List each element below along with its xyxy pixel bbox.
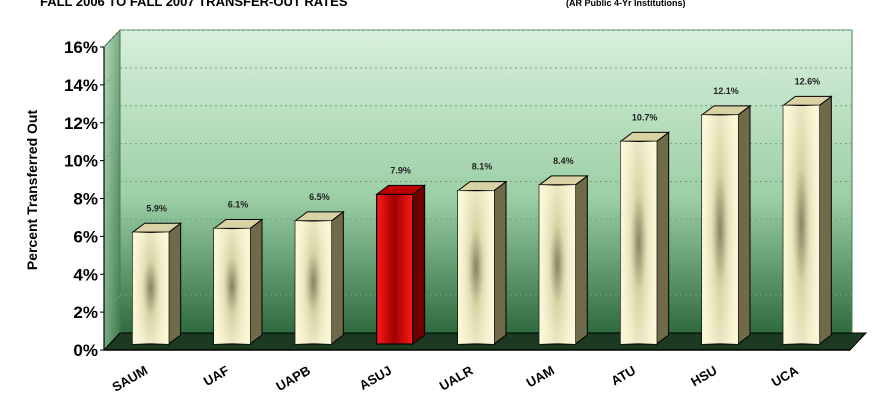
data-labels: 5.9% 6.1% 6.5% 7.9% 8.1% 8.4% 10.7% 12.1% 12.6% (146, 76, 820, 213)
gridline-side-16 (103, 29, 121, 48)
bar-side-face (574, 174, 588, 345)
data-label-ualr: 8.1% (472, 162, 493, 172)
data-label-asuj: 7.9% (390, 165, 411, 175)
y-tick-label: 8% (73, 190, 98, 209)
x-category-label-saum: SAUM (110, 363, 151, 395)
y-axis-label: Percent Transferred Out (24, 110, 40, 271)
bar-side-face (412, 184, 426, 345)
bar-side-face (330, 210, 344, 345)
gridline-side-12 (103, 105, 121, 124)
y-tick-label: 12% (64, 114, 98, 133)
bar-saum (131, 222, 183, 345)
x-category-label-atu: ATU (608, 363, 638, 389)
gridline-side-8 (103, 181, 121, 199)
bar-front-face (376, 193, 414, 345)
chart-subtitle-text: (AR Public 4-Yr Institutions) (566, 0, 686, 8)
data-label-uca: 12.6% (795, 76, 821, 86)
x-axis-category-labels: SAUM UAF UAPB ASUJ UALR UAM ATU HSU UCA (110, 362, 802, 394)
y-tick-label: 10% (64, 152, 98, 171)
bar-side-face (818, 95, 832, 345)
gridline-side-4 (103, 256, 121, 275)
y-tick-label: 16% (64, 38, 98, 57)
bar-uaf (212, 218, 264, 345)
bar-uca (781, 95, 833, 345)
y-tick-label: 2% (73, 303, 98, 322)
x-category-label-hsu: HSU (688, 363, 719, 390)
bar-front-highlight (458, 190, 494, 344)
bar-front-highlight (132, 232, 169, 344)
data-label-uapb: 6.5% (309, 192, 330, 202)
gridline-side-10 (103, 143, 121, 161)
bar-front-highlight (539, 184, 576, 344)
y-tick-label: 14% (64, 76, 98, 95)
y-tick-label: 6% (73, 227, 98, 246)
y-tick-label: 0% (73, 341, 98, 360)
bar-front-highlight (702, 114, 738, 344)
data-label-hsu: 12.1% (713, 86, 739, 96)
bar-front-highlight (295, 220, 332, 344)
bar-uam (537, 174, 589, 345)
gridline-side-6 (103, 219, 121, 237)
bar-atu (619, 131, 671, 345)
data-label-uam: 8.4% (553, 156, 574, 166)
data-label-atu: 10.7% (632, 112, 658, 122)
bar-hsu (700, 104, 752, 345)
bar-side-face (493, 180, 507, 345)
x-category-label-ualr: UALR (437, 362, 476, 393)
x-category-label-uca: UCA (769, 362, 801, 389)
bar-front-highlight (214, 228, 250, 344)
bar-uapb (293, 210, 345, 345)
bars (131, 95, 833, 345)
bar-side-face (249, 218, 263, 345)
bar-side-face (656, 131, 670, 345)
chart-title-text: FALL 2006 TO FALL 2007 TRANSFER-OUT RATE… (40, 0, 348, 9)
y-tick-label: 4% (73, 265, 98, 284)
bar-asuj (375, 184, 427, 345)
x-category-label-uapb: UAPB (273, 363, 312, 394)
x-category-label-uam: UAM (524, 363, 557, 391)
bar-side-face (168, 222, 182, 345)
x-category-label-uaf: UAF (201, 363, 232, 389)
gridline-side-2 (103, 294, 121, 313)
bar-side-face (737, 104, 751, 345)
data-label-uaf: 6.1% (228, 199, 249, 209)
gridline-side-14 (103, 67, 121, 86)
bar-ualr (456, 180, 508, 345)
bar-front-highlight (783, 105, 820, 344)
y-axis-ticks: 0% 2% 4% 6% 8% 10% 12% 14% 16% (64, 38, 105, 360)
bar-front-highlight (620, 141, 657, 344)
x-category-label-asuj: ASUJ (357, 363, 395, 393)
data-label-saum: 5.9% (146, 203, 167, 213)
chart-title: FALL 2006 TO FALL 2007 TRANSFER-OUT RATE… (40, 0, 686, 9)
